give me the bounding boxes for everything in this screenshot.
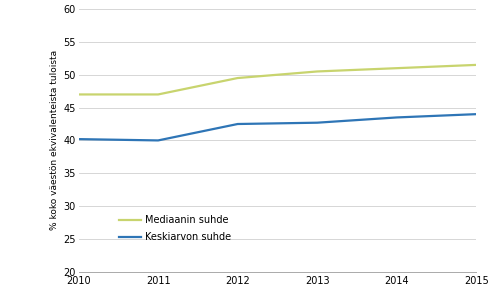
Mediaanin suhde: [314, 70, 320, 73]
Keskiarvon suhde: [394, 116, 400, 119]
Mediaanin suhde: [155, 93, 161, 96]
Mediaanin suhde: [394, 66, 400, 70]
Keskiarvon suhde: [76, 137, 82, 141]
Keskiarvon suhde: [314, 121, 320, 124]
Line: Keskiarvon suhde: Keskiarvon suhde: [79, 114, 476, 140]
Mediaanin suhde: [76, 93, 82, 96]
Legend: Mediaanin suhde, Keskiarvon suhde: Mediaanin suhde, Keskiarvon suhde: [115, 211, 235, 246]
Mediaanin suhde: [473, 63, 479, 67]
Keskiarvon suhde: [155, 139, 161, 142]
Keskiarvon suhde: [473, 112, 479, 116]
Y-axis label: % koko väestön ekvivalenteista tuloista: % koko väestön ekvivalenteista tuloista: [50, 50, 59, 230]
Mediaanin suhde: [235, 76, 241, 80]
Line: Mediaanin suhde: Mediaanin suhde: [79, 65, 476, 95]
Keskiarvon suhde: [235, 122, 241, 126]
